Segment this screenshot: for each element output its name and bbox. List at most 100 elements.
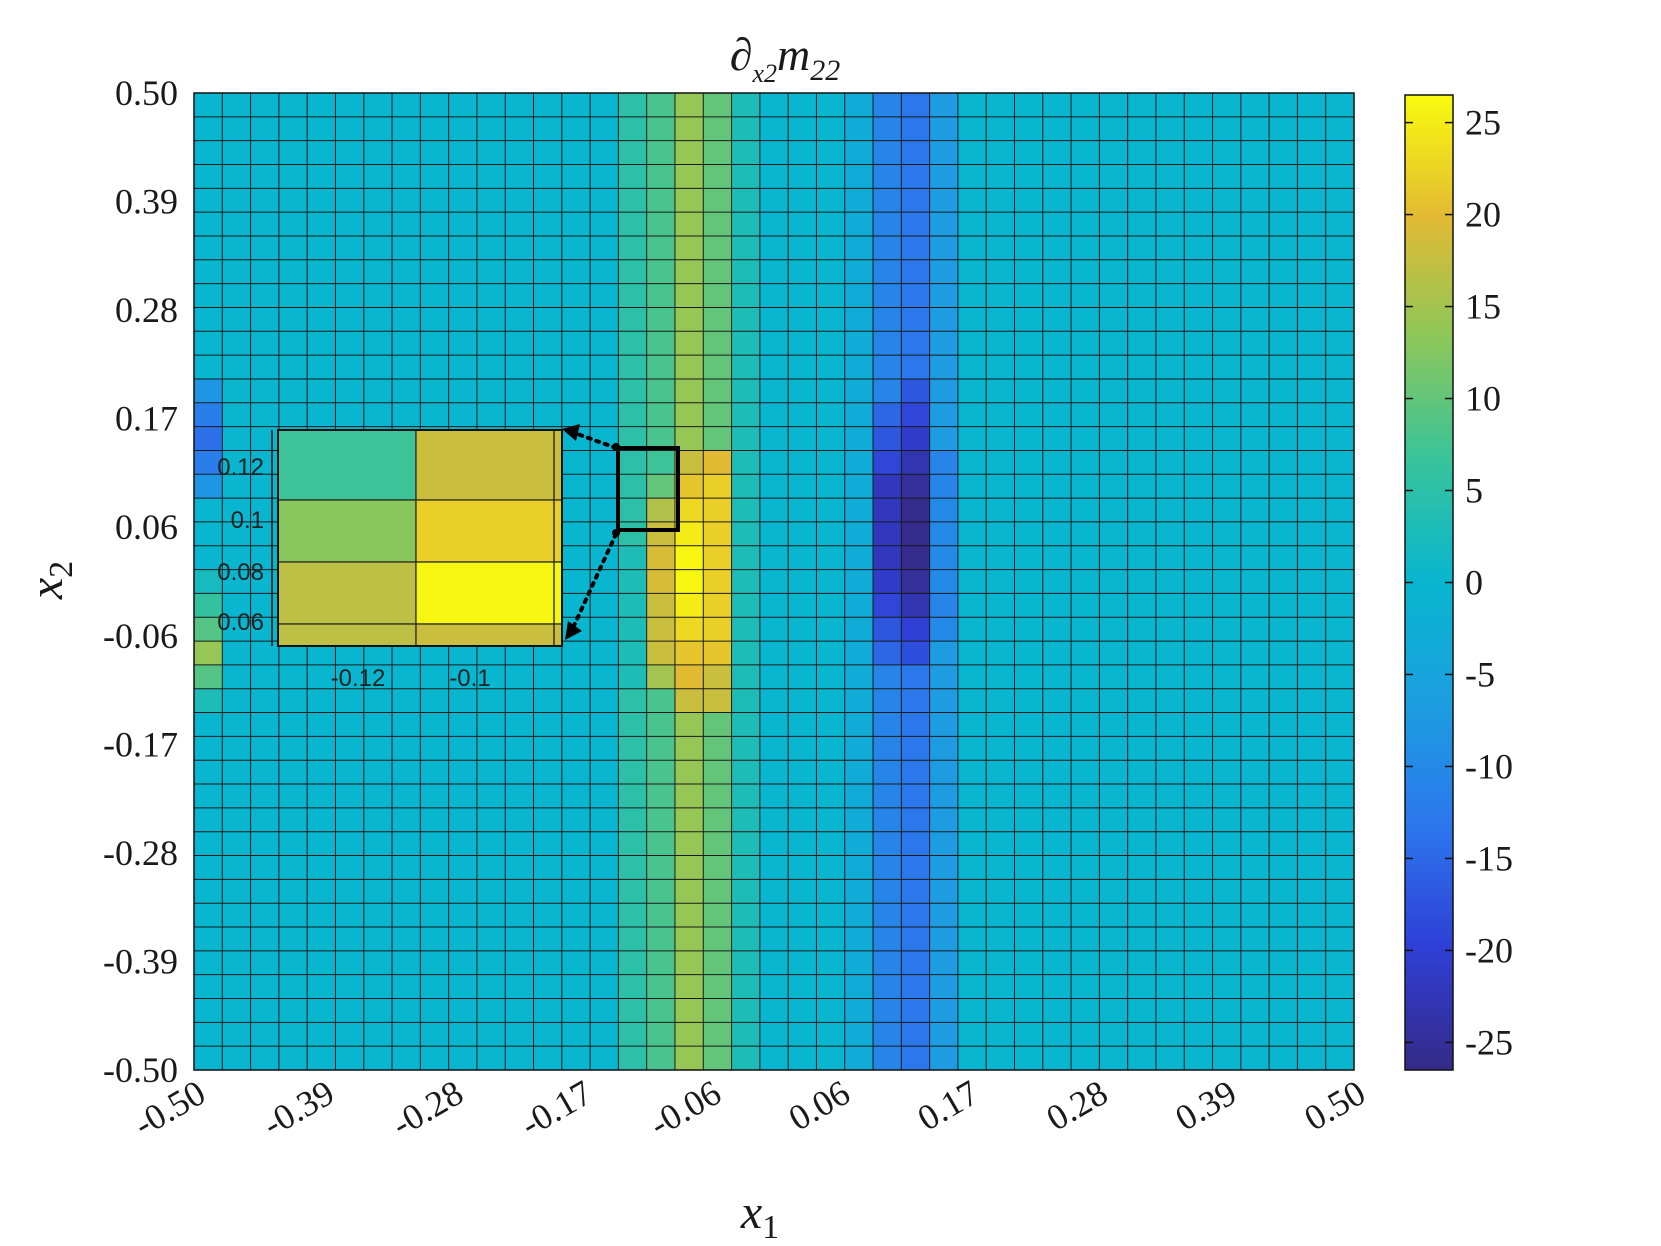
heatmap-cell xyxy=(731,140,761,165)
heatmap-cell xyxy=(561,378,591,404)
heatmap-cell xyxy=(1127,903,1157,928)
heatmap-cell xyxy=(731,569,761,594)
heatmap-cell xyxy=(1099,545,1129,570)
heatmap-cell xyxy=(307,1046,336,1071)
heatmap-cell xyxy=(335,212,365,237)
heatmap-cell xyxy=(1071,1046,1100,1071)
heatmap-cell xyxy=(1099,521,1129,547)
heatmap-cell xyxy=(731,593,761,618)
heatmap-cell xyxy=(392,927,421,952)
heatmap-cell xyxy=(929,1046,959,1071)
heatmap-cell xyxy=(1240,927,1270,952)
heatmap-cell xyxy=(1155,307,1185,332)
heatmap-cell xyxy=(1240,879,1270,904)
heatmap-cell xyxy=(561,950,591,976)
heatmap-cell xyxy=(194,688,223,713)
heatmap-cell xyxy=(674,188,704,213)
heatmap-cell xyxy=(901,927,931,952)
heatmap-cell xyxy=(1099,855,1129,880)
heatmap-cell xyxy=(844,688,874,713)
heatmap-cell xyxy=(278,1022,308,1047)
heatmap-cell xyxy=(788,1022,817,1047)
heatmap-cell xyxy=(618,355,648,380)
heatmap-cell xyxy=(561,998,591,1023)
heatmap-cell xyxy=(618,545,648,570)
heatmap-cell xyxy=(788,355,817,380)
heatmap-cell xyxy=(1240,998,1270,1023)
heatmap-cell xyxy=(476,807,506,833)
heatmap-cell xyxy=(957,498,987,523)
heatmap-cell xyxy=(1071,164,1100,189)
heatmap-cell xyxy=(646,664,676,690)
heatmap-cell xyxy=(250,569,280,594)
heatmap-cell xyxy=(929,402,959,428)
heatmap-cell xyxy=(957,903,987,928)
heatmap-cell xyxy=(505,784,534,809)
heatmap-cell xyxy=(873,331,902,356)
heatmap-cell xyxy=(1042,831,1072,856)
heatmap-cell xyxy=(844,569,874,594)
heatmap-cell xyxy=(646,283,676,308)
heatmap-cell xyxy=(618,617,648,642)
zoom-anchor-top xyxy=(612,443,620,451)
heatmap-cell xyxy=(194,93,223,118)
heatmap-cell xyxy=(1184,331,1213,356)
heatmap-cell xyxy=(816,116,846,142)
heatmap-cell xyxy=(1099,235,1129,261)
heatmap-cell xyxy=(448,664,478,690)
heatmap-cell xyxy=(222,402,251,428)
heatmap-cell xyxy=(1042,188,1072,213)
heatmap-cell xyxy=(278,688,308,713)
heatmap-cell xyxy=(1297,736,1327,761)
heatmap-cell xyxy=(1127,116,1157,142)
heatmap-cell xyxy=(674,259,704,285)
heatmap-cell xyxy=(590,235,619,261)
heatmap-cell xyxy=(1155,736,1185,761)
zoom-anchor-bottom xyxy=(612,529,620,537)
heatmap-cell xyxy=(392,188,421,213)
heatmap-cell xyxy=(703,474,732,499)
heatmap-cell xyxy=(1042,259,1072,285)
heatmap-cell xyxy=(1127,235,1157,261)
heatmap-cell xyxy=(674,164,704,189)
heatmap-cell xyxy=(788,664,817,690)
heatmap-cell xyxy=(1155,331,1185,356)
heatmap-cell xyxy=(307,736,336,761)
heatmap-cell xyxy=(901,164,931,189)
heatmap-cell xyxy=(703,450,732,475)
heatmap-cell xyxy=(759,212,789,237)
heatmap-cell xyxy=(222,188,251,213)
heatmap-cell xyxy=(335,664,365,690)
heatmap-cell xyxy=(1297,831,1327,856)
heatmap-cell xyxy=(307,712,336,737)
heatmap-cell xyxy=(1042,617,1072,642)
heatmap-cell xyxy=(646,188,676,213)
heatmap-cell xyxy=(901,760,931,785)
heatmap-cell xyxy=(1297,950,1327,976)
heatmap-cell xyxy=(335,1046,365,1071)
heatmap-cell xyxy=(986,712,1015,737)
heatmap-cell xyxy=(844,188,874,213)
heatmap-cell xyxy=(674,93,704,118)
heatmap-cell xyxy=(618,164,648,189)
heatmap-cell xyxy=(278,283,308,308)
heatmap-cell xyxy=(731,164,761,189)
heatmap-cell xyxy=(1240,93,1270,118)
heatmap-cell xyxy=(335,283,365,308)
heatmap-cell xyxy=(1042,641,1072,666)
heatmap-cell xyxy=(901,259,931,285)
heatmap-cell xyxy=(901,474,931,499)
heatmap-cell xyxy=(533,378,563,404)
heatmap-cell xyxy=(1212,974,1242,999)
heatmap-cell xyxy=(476,331,506,356)
heatmap-cell xyxy=(1042,593,1072,618)
heatmap-cell xyxy=(505,927,534,952)
heatmap-cell xyxy=(1325,569,1355,594)
y-tick-label: -0.17 xyxy=(103,724,178,764)
heatmap-cell xyxy=(1325,617,1355,642)
heatmap-cell xyxy=(901,331,931,356)
heatmap-cell xyxy=(901,569,931,594)
heatmap-cell xyxy=(590,736,619,761)
heatmap-cell xyxy=(703,498,732,523)
heatmap-cell xyxy=(873,641,902,666)
